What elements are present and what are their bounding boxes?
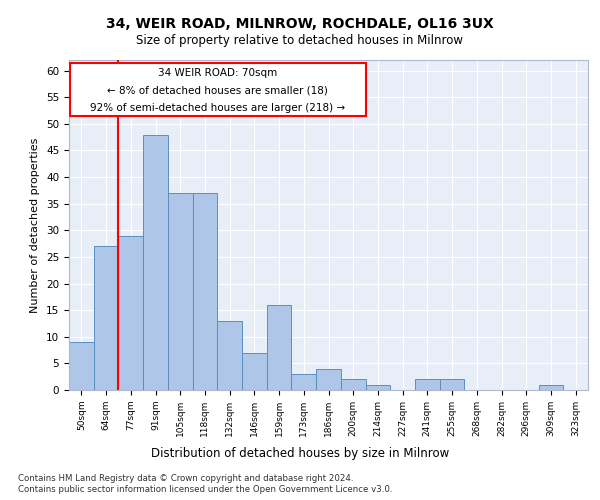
Text: Distribution of detached houses by size in Milnrow: Distribution of detached houses by size … bbox=[151, 448, 449, 460]
Bar bbox=[242, 352, 267, 390]
Text: Contains HM Land Registry data © Crown copyright and database right 2024.: Contains HM Land Registry data © Crown c… bbox=[18, 474, 353, 483]
Bar bbox=[292, 374, 316, 390]
Bar bbox=[70, 62, 365, 116]
Bar bbox=[168, 193, 193, 390]
Bar bbox=[415, 380, 440, 390]
Bar bbox=[539, 384, 563, 390]
Text: ← 8% of detached houses are smaller (18): ← 8% of detached houses are smaller (18) bbox=[107, 85, 328, 95]
Bar bbox=[365, 384, 390, 390]
Bar bbox=[267, 305, 292, 390]
Y-axis label: Number of detached properties: Number of detached properties bbox=[31, 138, 40, 312]
Bar bbox=[316, 368, 341, 390]
Bar bbox=[193, 193, 217, 390]
Bar bbox=[69, 342, 94, 390]
Bar bbox=[118, 236, 143, 390]
Text: 34 WEIR ROAD: 70sqm: 34 WEIR ROAD: 70sqm bbox=[158, 68, 278, 78]
Text: 92% of semi-detached houses are larger (218) →: 92% of semi-detached houses are larger (… bbox=[91, 102, 346, 113]
Text: Contains public sector information licensed under the Open Government Licence v3: Contains public sector information licen… bbox=[18, 485, 392, 494]
Bar bbox=[217, 321, 242, 390]
Bar bbox=[440, 380, 464, 390]
Bar bbox=[94, 246, 118, 390]
Bar bbox=[143, 134, 168, 390]
Bar bbox=[341, 380, 365, 390]
Text: 34, WEIR ROAD, MILNROW, ROCHDALE, OL16 3UX: 34, WEIR ROAD, MILNROW, ROCHDALE, OL16 3… bbox=[106, 18, 494, 32]
Text: Size of property relative to detached houses in Milnrow: Size of property relative to detached ho… bbox=[137, 34, 464, 47]
